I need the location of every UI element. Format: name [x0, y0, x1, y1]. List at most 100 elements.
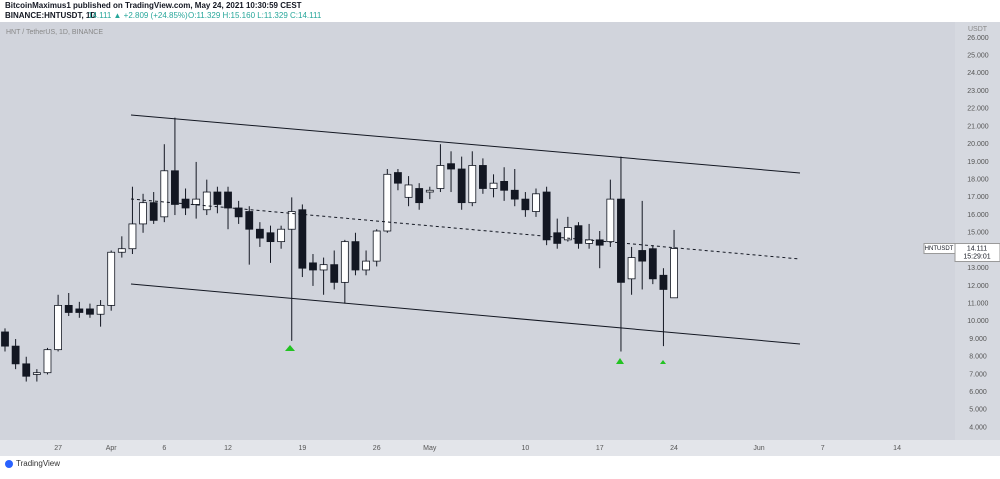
candle-body [213, 191, 222, 205]
candle-body [11, 345, 20, 365]
candle-body [383, 173, 392, 232]
candle-body [32, 372, 41, 375]
plot [1, 117, 678, 382]
candle-body [171, 170, 179, 205]
candle-body [224, 191, 232, 209]
channel-lower [130, 283, 801, 345]
y-tick-label: 5.000 [969, 407, 987, 414]
y-tick-label: 19.000 [967, 159, 989, 166]
candle-body [563, 227, 572, 241]
x-tick-label: Apr [106, 445, 118, 452]
candle-body [627, 257, 636, 280]
last-price-bg [954, 243, 1000, 263]
y-tick-label: 9.000 [969, 336, 987, 343]
candle-body [394, 172, 402, 184]
candle-body [1, 331, 9, 347]
candle-body [542, 191, 551, 241]
candle-body [436, 165, 445, 189]
candle-body [617, 198, 625, 283]
y-tick-label: 11.000 [968, 300, 989, 307]
candle-body [277, 228, 286, 243]
candle-body [139, 202, 147, 225]
candle-body [659, 274, 668, 290]
candle-body [298, 209, 307, 269]
candle-body [478, 165, 487, 189]
candle-body [330, 264, 339, 283]
candle-body [22, 363, 31, 377]
chart-title: HNT / TetherUS, 1D, BINANCE [6, 29, 103, 36]
x-tick-label: 17 [596, 445, 604, 452]
price-axis-bg [955, 22, 1000, 440]
candle-body [595, 239, 604, 246]
y-tick-label: 24.000 [967, 70, 989, 77]
countdown: 15:29:01 [963, 253, 990, 260]
y-tick-label: 26.000 [967, 35, 989, 42]
y-tick-label: 10.000 [967, 318, 989, 325]
candle-body [234, 207, 243, 218]
candle-body [489, 182, 498, 189]
candle-body [245, 211, 254, 230]
candle-body [574, 225, 583, 244]
y-tick-label: 8.000 [969, 354, 987, 361]
x-tick-label: 24 [670, 445, 678, 452]
candle-body [266, 232, 275, 243]
candle-body [670, 248, 678, 299]
x-tick-label: Jun [753, 445, 764, 452]
y-tick-label: 17.000 [967, 194, 989, 201]
x-tick-label: 26 [373, 445, 381, 452]
publisher: BitcoinMaximus1 published on TradingView… [5, 1, 302, 10]
candle-body [362, 260, 370, 271]
candle-body [319, 264, 328, 271]
y-tick-label: 4.000 [969, 424, 987, 431]
y-tick-label: 23.000 [967, 88, 989, 95]
candle-body [606, 198, 615, 243]
y-tick-label: 13.000 [967, 265, 989, 272]
x-tick-label: 12 [224, 445, 232, 452]
last-price: 14.111 [967, 245, 987, 252]
candle-body [160, 170, 169, 218]
x-tick-label: May [423, 445, 437, 452]
candle-body [648, 248, 657, 280]
candle-body [117, 248, 126, 253]
candle-body [457, 168, 466, 204]
x-tick-label: 27 [54, 445, 62, 452]
candle-body [309, 262, 317, 271]
signal-arrow [660, 360, 666, 364]
plot-bg [0, 22, 955, 440]
candle-body [638, 250, 647, 262]
candle-body [425, 189, 434, 193]
candle-body [415, 188, 424, 204]
candle-body [192, 198, 201, 205]
symbol-tag: HNTUSDT [925, 246, 954, 252]
x-tick-label: 14 [893, 445, 901, 452]
y-tick-label: 18.000 [967, 176, 989, 183]
candle-body [54, 304, 62, 351]
date-axis-bg [0, 440, 1000, 456]
candle-body [255, 228, 264, 239]
signal-arrow [285, 345, 295, 351]
candle-body [500, 181, 509, 191]
candle-body [340, 241, 349, 283]
signal-arrow [616, 358, 624, 364]
symbol-line: BINANCE:HNTUSDT, 1D [5, 11, 96, 20]
channel-upper [130, 114, 801, 174]
candle-body [96, 304, 105, 315]
candle-body [521, 198, 530, 211]
candle-body [75, 308, 84, 313]
y-tick-label: 15.000 [967, 230, 989, 237]
candle-body [553, 232, 562, 244]
x-tick-label: 7 [821, 445, 825, 452]
ohlc: O:11.329 H:15.160 L:11.329 C:14.111 [188, 11, 322, 20]
header-bg [0, 0, 1000, 22]
candle-body [43, 349, 52, 374]
candle-body [447, 163, 455, 170]
y-tick-label: 22.000 [967, 106, 989, 113]
y-tick-label: 12.000 [967, 283, 989, 290]
candle-body [64, 304, 73, 313]
candle-body [372, 230, 381, 262]
change: 14.111 ▲ +2.809 (+24.85%) [88, 11, 188, 20]
candle-body [468, 165, 477, 204]
candle-body [510, 189, 519, 200]
